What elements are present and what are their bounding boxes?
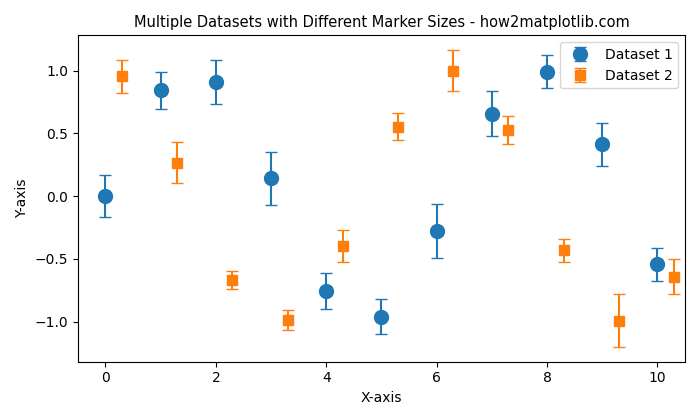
X-axis label: X-axis: X-axis bbox=[360, 391, 402, 405]
Title: Multiple Datasets with Different Marker Sizes - how2matplotlib.com: Multiple Datasets with Different Marker … bbox=[134, 15, 629, 30]
Y-axis label: Y-axis: Y-axis bbox=[15, 179, 29, 218]
Legend: Dataset 1, Dataset 2: Dataset 1, Dataset 2 bbox=[560, 42, 678, 88]
